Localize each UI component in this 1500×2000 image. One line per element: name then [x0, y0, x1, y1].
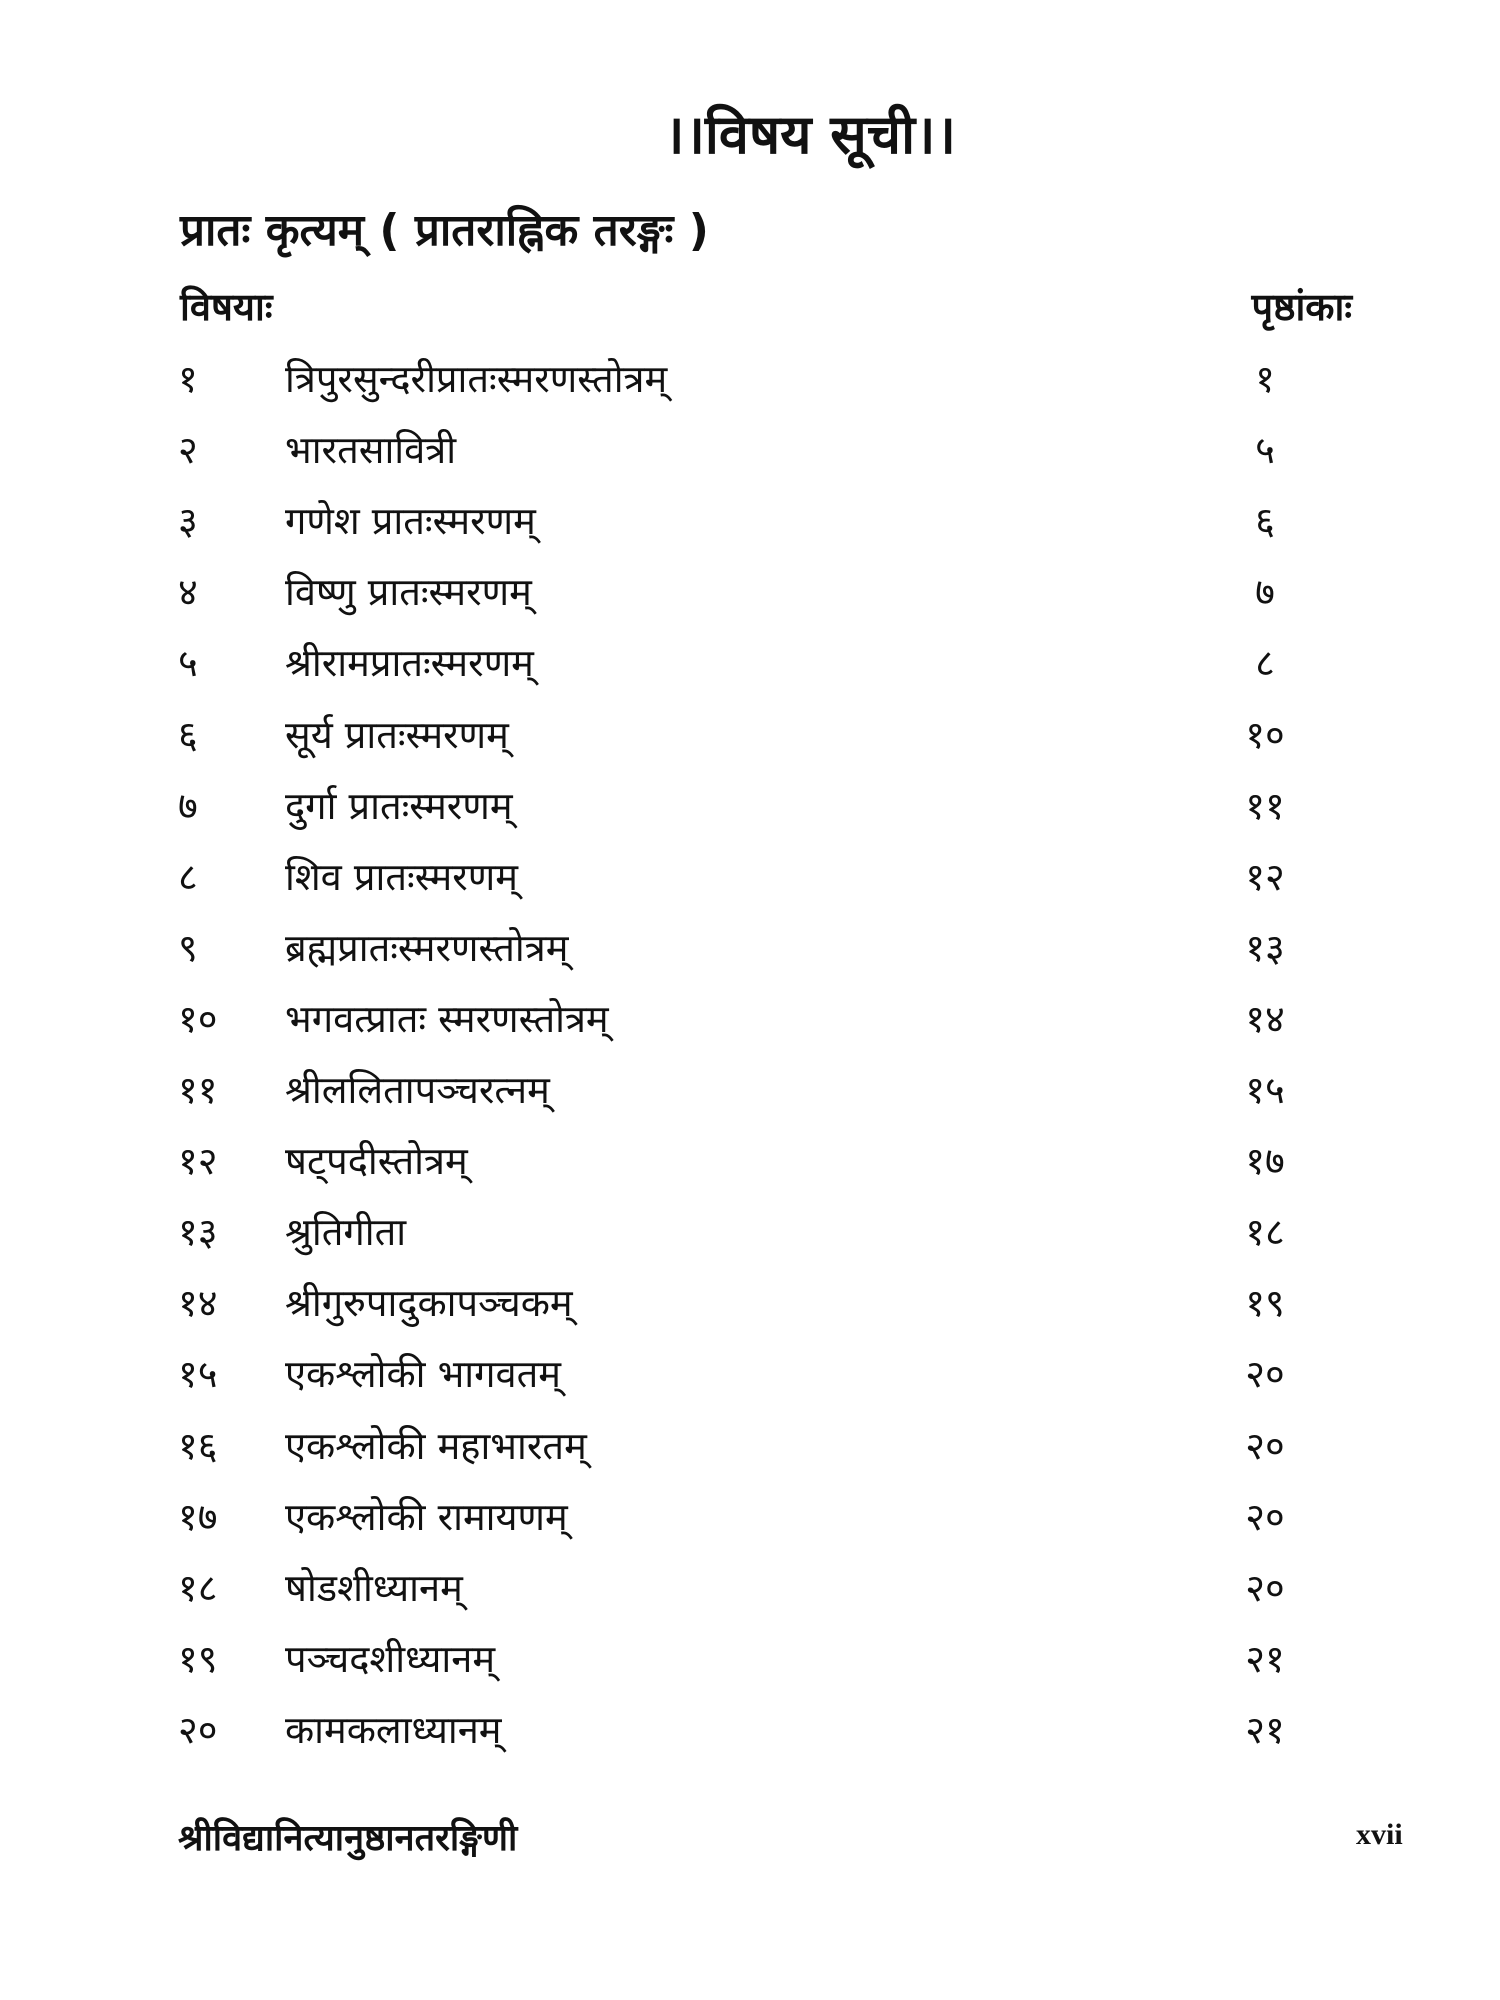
entry-number: ६: [178, 712, 198, 757]
entry-title: भगवत्प्रातः स्मरणस्तोत्रम्: [285, 996, 609, 1041]
list-item: १४ श्रीगुरुपादुकापञ्चकम् १९: [0, 1276, 1500, 1346]
entry-number: ९: [178, 925, 198, 970]
entry-number: १५: [178, 1352, 218, 1397]
entry-page: ११: [1245, 783, 1285, 828]
entry-page: २०: [1245, 1565, 1285, 1610]
entry-title: षट्पदीस्तोत्रम्: [285, 1139, 468, 1184]
entry-title: श्रीललितापञ्चरत्नम्: [285, 1068, 550, 1112]
list-item: ६ सूर्य प्रातःस्मरणम् १०: [0, 708, 1500, 778]
entry-page: १: [1255, 357, 1275, 401]
entry-title: श्रीरामप्रातःस्मरणम्: [285, 641, 534, 686]
entry-number: १७: [178, 1494, 218, 1539]
entry-page: १९: [1245, 1281, 1285, 1326]
entry-page: २०: [1245, 1423, 1285, 1468]
entry-number: ४: [178, 570, 198, 615]
entry-title: गणेश प्रातःस्मरणम्: [285, 499, 536, 544]
footer-page-number: xvii: [1356, 1818, 1403, 1851]
entry-title: पञ्चदशीध्यानम्: [285, 1636, 496, 1681]
entry-title: श्रीगुरुपादुकापञ्चकम्: [285, 1281, 573, 1326]
entry-page: २०: [1245, 1494, 1285, 1539]
list-item: १० भगवत्प्रातः स्मरणस्तोत्रम् १४: [0, 992, 1500, 1062]
entry-page: ७: [1255, 570, 1275, 615]
entry-title: शिव प्रातःस्मरणम्: [285, 854, 518, 899]
column-header-topic: विषयाः: [180, 285, 273, 329]
entry-number: ३: [178, 499, 198, 544]
list-item: ७ दुर्गा प्रातःस्मरणम् ११: [0, 779, 1500, 849]
entry-number: १३: [178, 1210, 218, 1255]
entry-page: १७: [1245, 1139, 1285, 1184]
list-item: ११ श्रीललितापञ्चरत्नम् १५: [0, 1063, 1500, 1133]
list-item: १३ श्रुतिगीता १८: [0, 1205, 1500, 1275]
list-item: १ त्रिपुरसुन्दरीप्रातःस्मरणस्तोत्रम् १: [0, 352, 1500, 422]
entry-number: ११: [178, 1068, 218, 1112]
entry-number: १८: [178, 1565, 218, 1610]
column-header-page: पृष्ठांकाः: [1251, 285, 1352, 329]
entry-title: भारतसावित्री: [285, 428, 457, 473]
entry-number: ७: [178, 783, 198, 828]
entry-number: २०: [178, 1707, 218, 1752]
entry-title: एकश्लोकी महाभारतम्: [285, 1423, 587, 1468]
list-item: १८ षोडशीध्यानम् २०: [0, 1561, 1500, 1631]
entry-page: १३: [1245, 925, 1285, 970]
entry-number: १६: [178, 1423, 218, 1468]
entry-page: ६: [1255, 499, 1275, 544]
entry-page: २१: [1245, 1707, 1285, 1752]
entry-page: १४: [1245, 996, 1285, 1041]
entry-title: त्रिपुरसुन्दरीप्रातःस्मरणस्तोत्रम्: [285, 357, 668, 401]
entry-number: २: [178, 428, 198, 473]
entry-page: ५: [1255, 428, 1275, 473]
list-item: २ भारतसावित्री ५: [0, 423, 1500, 493]
page-title: ।।विषय सूची।।: [664, 103, 956, 166]
entry-page: २१: [1245, 1636, 1285, 1681]
list-item: १७ एकश्लोकी रामायणम् २०: [0, 1490, 1500, 1560]
entry-title: एकश्लोकी भागवतम्: [285, 1352, 562, 1397]
entry-number: १४: [178, 1281, 218, 1326]
entry-title: विष्णु प्रातःस्मरणम्: [285, 570, 532, 615]
entry-number: १: [178, 357, 198, 401]
list-item: १५ एकश्लोकी भागवतम् २०: [0, 1347, 1500, 1417]
entry-title: ब्रह्मप्रातःस्मरणस्तोत्रम्: [285, 925, 569, 970]
footer-book-title: श्रीविद्यानित्यानुष्ठानतरङ्गिणी: [178, 1818, 518, 1859]
entry-number: ८: [178, 854, 198, 899]
entry-page: १८: [1245, 1210, 1285, 1255]
list-item: ९ ब्रह्मप्रातःस्मरणस्तोत्रम् १३: [0, 921, 1500, 991]
list-item: ८ शिव प्रातःस्मरणम् १२: [0, 850, 1500, 920]
entry-title: श्रुतिगीता: [285, 1210, 407, 1255]
entry-number: १९: [178, 1636, 218, 1681]
entry-number: १२: [178, 1139, 218, 1184]
section-heading: प्रातः कृत्यम् ( प्रातराह्निक तरङ्गः ): [180, 205, 709, 256]
entry-page: १५: [1245, 1068, 1285, 1112]
list-item: १२ षट्पदीस्तोत्रम् १७: [0, 1134, 1500, 1204]
entry-page: २०: [1245, 1352, 1285, 1397]
entry-title: षोडशीध्यानम्: [285, 1565, 463, 1610]
entry-title: कामकलाध्यानम्: [285, 1707, 502, 1752]
entry-title: दुर्गा प्रातःस्मरणम्: [285, 783, 513, 828]
list-item: ४ विष्णु प्रातःस्मरणम् ७: [0, 565, 1500, 635]
entry-number: १०: [178, 996, 218, 1041]
entry-page: १२: [1245, 854, 1285, 899]
list-item: १९ पञ्चदशीध्यानम् २१: [0, 1632, 1500, 1702]
entry-title: सूर्य प्रातःस्मरणम्: [285, 712, 509, 757]
list-item: २० कामकलाध्यानम् २१: [0, 1703, 1500, 1773]
list-item: ३ गणेश प्रातःस्मरणम् ६: [0, 494, 1500, 564]
entry-page: १०: [1245, 712, 1285, 757]
entry-title: एकश्लोकी रामायणम्: [285, 1494, 568, 1539]
list-item: ५ श्रीरामप्रातःस्मरणम् ८: [0, 636, 1500, 706]
entry-number: ५: [178, 641, 198, 686]
list-item: १६ एकश्लोकी महाभारतम् २०: [0, 1419, 1500, 1489]
entry-page: ८: [1255, 641, 1275, 686]
